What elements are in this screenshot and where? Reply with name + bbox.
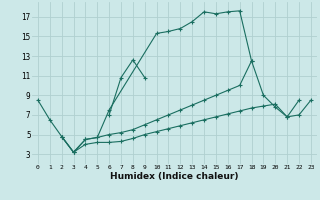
X-axis label: Humidex (Indice chaleur): Humidex (Indice chaleur) [110, 172, 239, 181]
